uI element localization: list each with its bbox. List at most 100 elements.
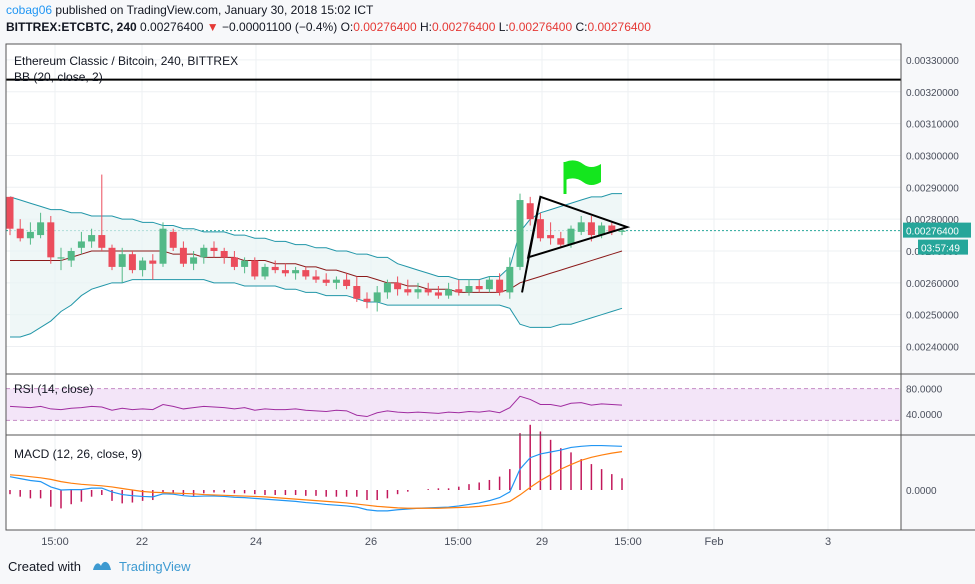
candle-body [475,286,483,290]
candle-body [506,266,514,293]
created-with-label: Created with [8,559,81,574]
time-tick-label: 3 [825,536,831,548]
change-value: −0.00001100 (−0.4%) [222,20,338,34]
macd-pane [9,424,623,512]
candle-body [547,235,555,239]
last-price: 0.00276400 [140,20,204,34]
time-tick-label: 15:00 [614,536,642,548]
signal-line [9,451,623,509]
macd-tick-label: 0.0000 [906,486,937,497]
candle-body [271,266,279,271]
candle-body [598,225,606,236]
candle-body [77,241,85,248]
candle-body [465,286,473,293]
rsi-tick-label: 80.0000 [906,385,943,396]
candle-body [536,219,544,239]
candle-body [251,260,259,277]
candle-body [496,279,504,293]
tradingview-brand-link[interactable]: TradingView [118,559,191,574]
candle-body [26,231,34,239]
rsi-band [6,388,901,421]
candle-body [220,250,228,258]
rsi-tick-label: 40.0000 [906,410,943,421]
author-link[interactable]: cobag06 [6,3,53,17]
price-tick-label: 0.00310000 [906,120,959,131]
time-tick-label: Feb [705,536,724,548]
pennant-triangle [521,195,631,293]
close-label: C: [575,20,588,34]
time-tick-label: 29 [536,536,548,548]
candle-body [16,228,24,239]
candle-body [281,270,289,274]
candle-body [404,289,412,293]
candle-body [57,257,65,259]
candle-body [516,200,524,267]
symbol-label: BITTREX:ETCBTC, 240 [6,20,137,34]
candle-body [363,298,371,302]
candle-body [261,266,269,277]
candle-body [383,282,391,293]
candle-body [292,270,300,274]
candle-body [618,230,626,232]
price-tick-label: 0.00240000 [906,343,959,354]
candle-body [179,247,187,264]
footer: Created with TradingView [8,558,191,575]
candle-body [47,222,55,258]
flag-icon [565,160,601,185]
candle-body [353,286,361,299]
time-tick-label: 24 [250,536,262,548]
candle-body [608,225,616,232]
candle-body [169,231,177,248]
candle-body [455,289,463,293]
open-label: O: [340,20,354,34]
high-label: H: [419,20,432,34]
candle-body [557,238,565,245]
candle-body [6,196,14,229]
macd-title: MACD (12, 26, close, 9) [14,447,142,461]
price-tick-label: 0.00280000 [906,215,959,226]
candle-body [445,289,453,296]
axes: 0.00330000 0.00320000 0.00310000 0.00300000… [5,43,975,548]
candle-body [485,279,493,290]
down-arrow-icon: ▼ [206,20,219,34]
ohlc-line: BITTREX:ETCBTC, 240 0.00276400 ▼ −0.0000… [6,20,651,34]
candle-body [88,235,96,242]
macd-line [9,444,623,512]
low-label: L: [498,20,509,34]
candle-body [332,279,340,283]
candle-body [200,247,208,258]
candle-body [159,228,167,264]
time-tick-label: 22 [136,536,148,548]
high-value: 0.00276400 [431,20,496,34]
candle-body [567,228,575,245]
candle-body [302,270,310,277]
candles [6,174,626,312]
price-tick-label: 0.00300000 [906,151,959,162]
tradingview-logo-icon[interactable] [91,558,113,575]
candle-body [230,257,238,267]
candle-body [312,276,320,280]
price-tick-label: 0.00330000 [906,56,959,67]
candle-body [394,282,402,290]
candle-body [37,222,45,236]
countdown-badge [918,239,968,255]
time-tick-label: 15:00 [41,536,69,548]
candle-body [108,247,116,267]
candle-body [434,292,442,296]
last-price-badge [903,222,971,238]
candle-body [98,235,106,248]
price-tick-label: 0.00250000 [906,311,959,322]
countdown-label: 03:57:49 [921,244,960,255]
open-value: 0.00276400 [353,20,417,34]
candle-body [322,279,330,283]
rsi-pane [6,388,901,421]
candle-body [587,222,595,236]
candle-body [190,257,198,264]
rsi-title: RSI (14, close) [14,382,93,396]
publish-text: published on TradingView.com, January 30… [55,3,374,17]
candle-body [241,260,249,267]
candle-body [67,250,75,261]
candle-body [424,289,432,293]
candle-body [139,260,147,271]
